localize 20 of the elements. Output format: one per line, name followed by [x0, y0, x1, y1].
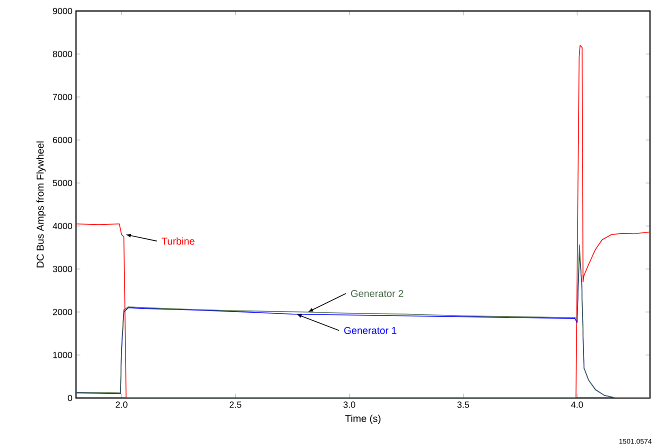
series-label: Generator 2: [351, 290, 404, 298]
y-tick-label: 9000: [52, 8, 72, 14]
x-tick-label: 2.5: [230, 402, 242, 408]
text: Turbine: [162, 237, 194, 245]
x-tick-label: 4.0: [571, 402, 584, 408]
y-tick-label: 6000: [52, 136, 72, 144]
y-tick-label: 2000: [52, 308, 72, 316]
y-axis-title: DC Bus Amps from Flywheel: [36, 142, 46, 268]
x-tick-label: 2.0: [116, 402, 128, 408]
y-tick-label: 1000: [53, 352, 72, 358]
x-tick-label: 3.5: [457, 402, 470, 408]
y-tick-label: 0: [68, 394, 72, 402]
y-tick-label: 7000: [52, 94, 72, 100]
y-tick-label: 3000: [52, 266, 72, 272]
x-axis-title: Time (s): [345, 414, 380, 424]
y-tick-label: 5000: [52, 180, 72, 186]
y-tick-label: 8000: [52, 50, 72, 58]
y-tick-label: 4000: [52, 222, 72, 230]
x-tick-label: 3.0: [343, 402, 356, 408]
series-label: Generator 1: [344, 326, 396, 334]
